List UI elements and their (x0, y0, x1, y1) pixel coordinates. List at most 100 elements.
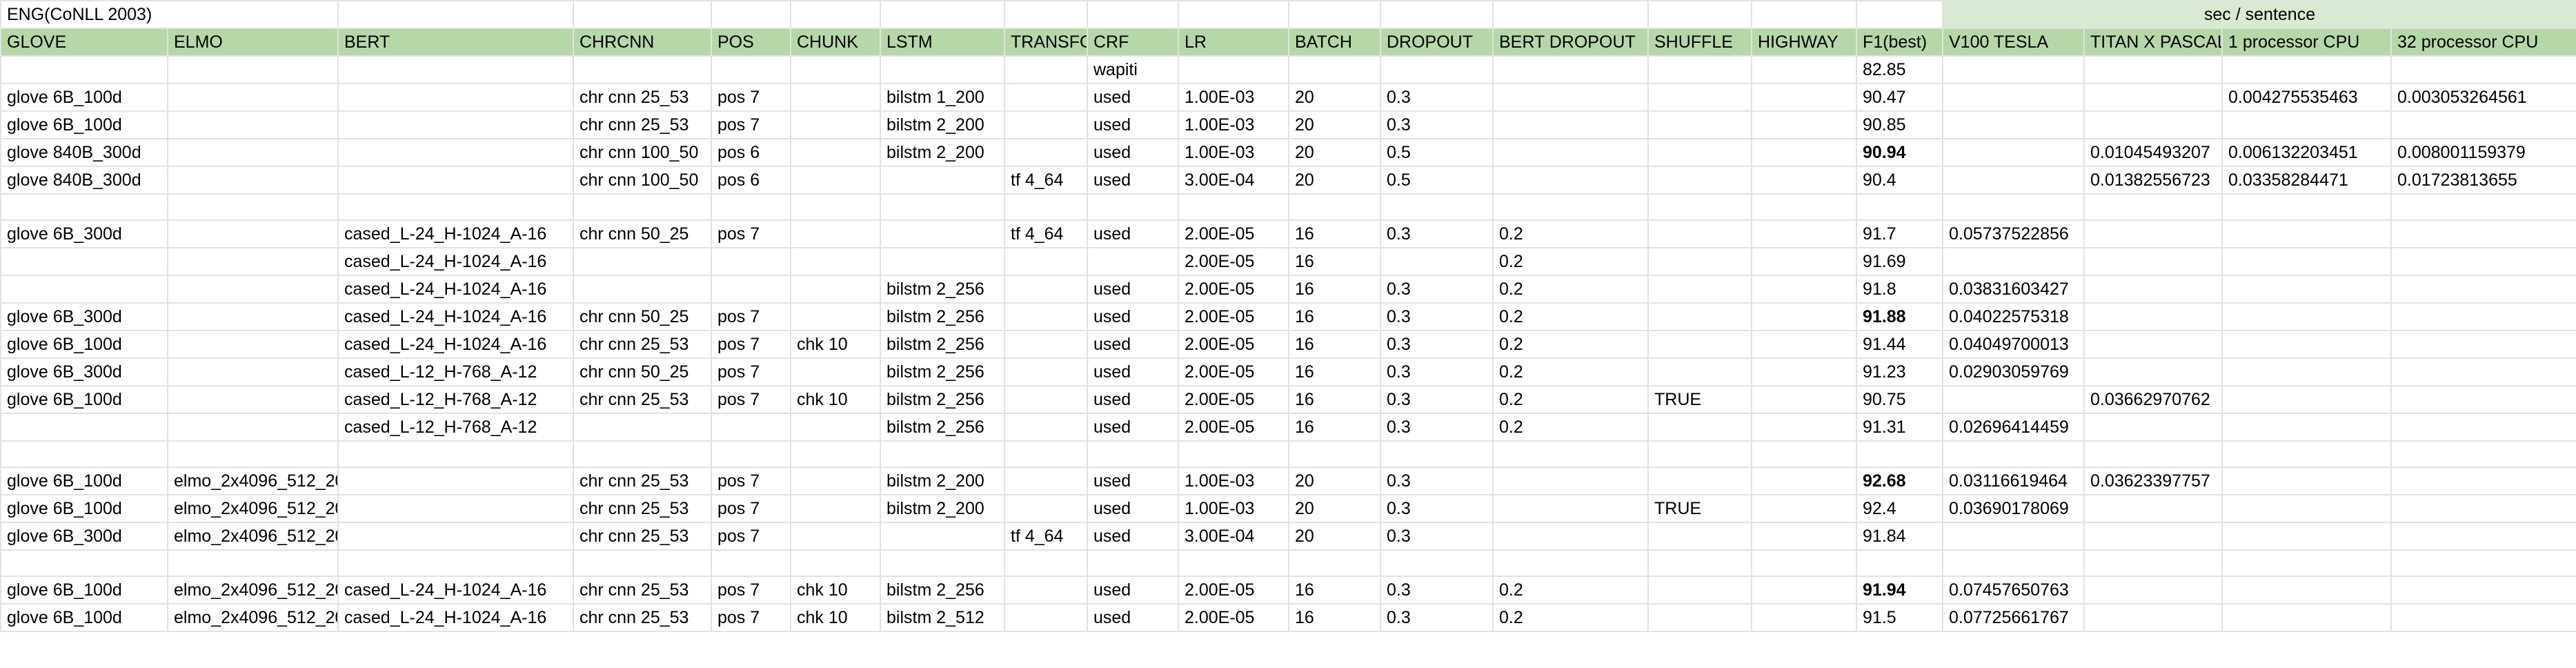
cell[interactable]: 0.5 (1380, 166, 1494, 195)
cell[interactable]: elmo_2x4096_512_2048cnn_2xhighway_5.5B (167, 603, 339, 632)
cell[interactable]: bilstm 2_256 (880, 413, 1005, 442)
column-header[interactable]: BERT (337, 28, 574, 57)
cell[interactable] (1004, 83, 1088, 112)
cell[interactable] (2221, 330, 2392, 359)
column-header[interactable]: GLOVE (0, 28, 168, 57)
cell[interactable]: pos 6 (711, 166, 791, 195)
cell[interactable]: chr cnn 25_53 (573, 522, 712, 551)
cell[interactable] (880, 549, 1005, 577)
cell[interactable] (1942, 549, 2085, 577)
cell[interactable] (1647, 440, 1752, 468)
cell[interactable] (1087, 440, 1179, 468)
cell[interactable]: 20 (1288, 83, 1381, 112)
cell[interactable]: 0.04022575318 (1942, 302, 2085, 331)
cell[interactable] (2083, 219, 2223, 248)
cell[interactable]: 0.3 (1380, 83, 1494, 112)
cell[interactable] (1647, 576, 1752, 605)
cell[interactable] (2221, 193, 2392, 221)
cell[interactable]: 2.00E-05 (1178, 247, 1289, 276)
cell[interactable]: used (1087, 603, 1179, 632)
cell[interactable]: 91.7 (1856, 219, 1943, 248)
cell[interactable]: bilstm 2_256 (880, 385, 1005, 414)
cell[interactable]: 0.3 (1380, 219, 1494, 248)
cell[interactable] (1942, 247, 2085, 276)
cell[interactable] (2390, 413, 2576, 442)
cell[interactable] (2390, 440, 2576, 468)
cell[interactable] (1751, 549, 1857, 577)
cell[interactable] (0, 413, 168, 442)
cell[interactable] (1492, 440, 1649, 468)
cell[interactable] (1751, 219, 1857, 248)
cell[interactable] (337, 55, 574, 84)
cell[interactable] (2390, 330, 2576, 359)
cell[interactable] (790, 466, 881, 495)
cell[interactable]: chk 10 (790, 330, 881, 359)
cell[interactable]: 0.006132203451 (2221, 138, 2392, 167)
cell[interactable] (790, 522, 881, 551)
cell[interactable] (1751, 385, 1857, 414)
cell[interactable]: 20 (1288, 166, 1381, 195)
cell[interactable] (790, 166, 881, 195)
cell[interactable] (0, 275, 168, 304)
cell[interactable] (1751, 494, 1857, 523)
cell[interactable]: 0.2 (1492, 357, 1649, 386)
cell[interactable]: 3.00E-04 (1178, 522, 1289, 551)
cell[interactable] (880, 0, 1005, 29)
cell[interactable] (1856, 193, 1943, 221)
cell[interactable] (337, 494, 574, 523)
cell[interactable]: 16 (1288, 576, 1381, 605)
cell[interactable] (1004, 247, 1088, 276)
cell[interactable]: cased_L-12_H-768_A-12 (337, 357, 574, 386)
cell[interactable] (711, 275, 791, 304)
cell[interactable] (1288, 193, 1381, 221)
cell[interactable]: 0.05737522856 (1942, 219, 2085, 248)
cell[interactable]: pos 7 (711, 330, 791, 359)
sheet-title-cell[interactable]: ENG(CoNLL 2003) (0, 0, 339, 29)
cell[interactable] (1647, 549, 1752, 577)
cell[interactable]: 20 (1288, 138, 1381, 167)
cell[interactable]: cased_L-24_H-1024_A-16 (337, 247, 574, 276)
cell[interactable] (1178, 0, 1289, 29)
cell[interactable]: cased_L-24_H-1024_A-16 (337, 275, 574, 304)
cell[interactable] (0, 193, 168, 221)
cell[interactable] (1751, 576, 1857, 605)
cell[interactable] (1942, 440, 2085, 468)
cell[interactable] (2083, 83, 2223, 112)
column-header[interactable]: CHRCNN (573, 28, 712, 57)
cell[interactable] (2390, 576, 2576, 605)
cell[interactable]: cased_L-24_H-1024_A-16 (337, 330, 574, 359)
cell[interactable] (2083, 193, 2223, 221)
cell[interactable]: chk 10 (790, 576, 881, 605)
cell[interactable] (790, 440, 881, 468)
cell[interactable] (1492, 522, 1649, 551)
cell[interactable]: 0.2 (1492, 413, 1649, 442)
cell[interactable]: 0.03690178069 (1942, 494, 2085, 523)
cell[interactable] (167, 166, 339, 195)
cell[interactable]: used (1087, 138, 1179, 167)
cell[interactable] (2390, 494, 2576, 523)
cell[interactable] (167, 83, 339, 112)
cell[interactable] (1178, 549, 1289, 577)
cell[interactable]: 0.3 (1380, 603, 1494, 632)
cell[interactable] (1004, 138, 1088, 167)
cell[interactable]: bilstm 2_200 (880, 138, 1005, 167)
cell[interactable] (573, 193, 712, 221)
cell[interactable] (2083, 549, 2223, 577)
cell[interactable] (1492, 138, 1649, 167)
cell[interactable]: 82.85 (1856, 55, 1943, 84)
cell[interactable]: 0.01045493207 (2083, 138, 2223, 167)
cell[interactable]: 91.44 (1856, 330, 1943, 359)
cell[interactable] (880, 193, 1005, 221)
column-header[interactable]: LR (1178, 28, 1289, 57)
cell[interactable]: 0.03623397757 (2083, 466, 2223, 495)
cell[interactable]: chr cnn 25_53 (573, 330, 712, 359)
cell[interactable]: 20 (1288, 110, 1381, 139)
cell[interactable]: used (1087, 166, 1179, 195)
cell[interactable] (1647, 330, 1752, 359)
cell[interactable]: 92.4 (1856, 494, 1943, 523)
cell[interactable] (2221, 247, 2392, 276)
cell[interactable] (0, 247, 168, 276)
cell[interactable]: 90.47 (1856, 83, 1943, 112)
cell[interactable]: pos 7 (711, 110, 791, 139)
cell[interactable] (1087, 549, 1179, 577)
